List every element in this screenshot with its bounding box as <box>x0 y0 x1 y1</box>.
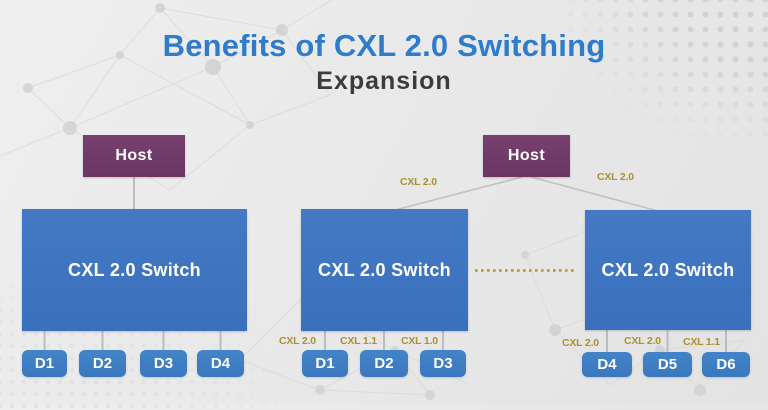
device-box-d3-middle: D3 <box>420 350 466 377</box>
left-host-label: Host <box>115 147 153 164</box>
link-label: CXL 1.0 <box>401 335 438 347</box>
middle-switch-label: CXL 2.0 Switch <box>318 259 451 280</box>
left-switch-label: CXL 2.0 Switch <box>68 259 201 280</box>
device-label: D1 <box>315 355 335 372</box>
halftone-dots-decoration-top-right <box>563 0 768 142</box>
device-label: D1 <box>34 355 55 372</box>
device-label: D2 <box>92 355 113 372</box>
device-box-d1-middle: D1 <box>302 350 348 377</box>
link-label: CXL 2.0 <box>279 335 316 347</box>
device-box-d3: D3 <box>140 350 187 377</box>
uplink-label-right: CXL 2.0 <box>597 171 634 183</box>
device-label: D4 <box>210 355 231 372</box>
page-subtitle: Expansion <box>316 67 452 95</box>
middle-switch-box: CXL 2.0 Switch <box>301 209 468 331</box>
device-label: D6 <box>716 356 736 373</box>
link-label: CXL 2.0 <box>562 337 599 349</box>
device-box-d4-right: D4 <box>582 352 632 377</box>
right-host-box: Host <box>483 135 570 177</box>
left-host-box: Host <box>83 135 185 177</box>
link-label: CXL 1.1 <box>683 336 720 348</box>
device-label: D2 <box>374 355 394 372</box>
device-box-d5-right: D5 <box>643 352 692 377</box>
page-title: Benefits of CXL 2.0 Switching <box>162 28 606 63</box>
device-box-d6-right: D6 <box>702 352 750 377</box>
device-label: D4 <box>597 356 617 373</box>
device-box-d2-middle: D2 <box>360 350 408 377</box>
device-box-d1: D1 <box>22 350 67 377</box>
device-label: D5 <box>657 356 678 373</box>
link-label: CXL 2.0 <box>624 335 661 347</box>
right-host-label: Host <box>507 147 546 164</box>
right-switch-box: CXL 2.0 Switch <box>585 210 751 330</box>
link-label: CXL 1.1 <box>340 335 377 347</box>
device-box-d4: D4 <box>197 350 244 377</box>
device-box-d2: D2 <box>79 350 126 377</box>
left-switch-box: CXL 2.0 Switch <box>22 209 247 331</box>
right-switch-label: CXL 2.0 Switch <box>601 259 735 280</box>
device-label: D3 <box>433 355 453 372</box>
uplink-label-middle: CXL 2.0 <box>400 176 437 188</box>
device-label: D3 <box>153 355 174 372</box>
